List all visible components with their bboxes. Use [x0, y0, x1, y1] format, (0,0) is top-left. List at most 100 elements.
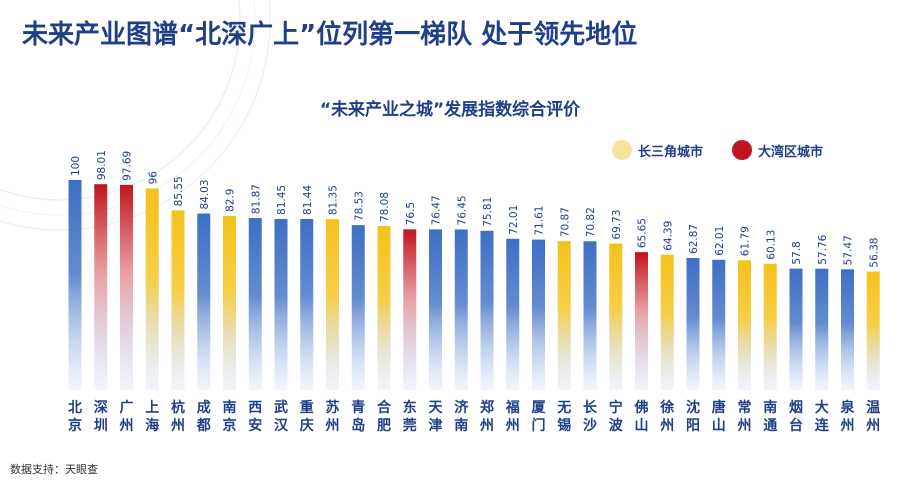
category-label: 苏	[326, 399, 340, 416]
value-label: 61.79	[740, 226, 752, 256]
value-label: 75.81	[482, 197, 494, 227]
value-label: 82.9	[225, 189, 237, 212]
category-label: 州	[325, 418, 340, 434]
category-label: 圳	[94, 418, 108, 434]
value-label: 72.01	[508, 205, 520, 235]
category-label: 济	[454, 399, 469, 416]
value-label: 62.87	[688, 224, 700, 254]
category-label: 州	[737, 418, 752, 434]
value-label: 71.61	[534, 206, 546, 236]
category-label: 长	[583, 399, 598, 416]
value-label: 96	[147, 171, 159, 185]
category-label: 徐	[659, 399, 674, 416]
category-label: 唐	[712, 399, 726, 416]
category-label: 山	[635, 418, 649, 434]
category-label: 通	[763, 418, 777, 434]
bar-长沙	[583, 241, 597, 390]
legend-label: 长三角城市	[638, 144, 704, 160]
bar-济南	[454, 229, 468, 390]
value-label: 57.8	[791, 241, 803, 264]
value-label: 78.53	[353, 191, 365, 221]
value-label: 57.47	[843, 235, 855, 265]
category-label: 沈	[686, 399, 700, 416]
bar-东莞	[403, 229, 417, 390]
value-label: 97.69	[122, 151, 134, 181]
category-label: 锡	[557, 417, 571, 434]
value-label: 81.87	[250, 184, 262, 214]
category-label: 汉	[274, 418, 289, 434]
bar-苏州	[326, 219, 339, 390]
category-label: 肥	[377, 418, 391, 434]
bar-宁波	[609, 243, 623, 390]
value-label: 85.55	[173, 176, 185, 206]
category-label: 京	[68, 417, 82, 434]
legend-dot	[612, 140, 632, 160]
category-label: 州	[479, 418, 494, 434]
legend-label: 大湾区城市	[758, 144, 824, 160]
category-label: 武	[274, 399, 288, 416]
bar-烟台	[789, 268, 803, 390]
value-label: 65.65	[637, 218, 649, 248]
bar-深圳	[94, 184, 108, 390]
value-label: 57.76	[817, 234, 829, 264]
category-label: 厦	[532, 400, 547, 416]
legend-item-bay-area: 大湾区城市	[732, 140, 823, 160]
bar-福州	[506, 238, 520, 390]
category-label: 州	[659, 418, 674, 434]
legend-dot	[732, 140, 752, 160]
bar-大连	[815, 268, 829, 390]
value-label: 81.44	[302, 185, 314, 215]
category-label: 无	[556, 400, 571, 416]
category-label: 京	[223, 417, 237, 434]
value-label: 81.45	[276, 185, 288, 215]
value-label: 78.08	[379, 192, 391, 222]
bar-天津	[429, 229, 442, 390]
value-label: 81.35	[328, 185, 340, 215]
page-title: 未来产业图谱“北深广上”位列第一梯队 处于领先地位	[22, 20, 638, 50]
category-label: 佛	[634, 399, 649, 416]
category-label: 福	[505, 399, 520, 416]
category-label: 烟	[789, 400, 803, 416]
category-label: 庆	[300, 417, 314, 434]
value-label: 84.03	[199, 179, 211, 209]
value-label: 76.45	[456, 195, 468, 225]
category-label: 莞	[403, 417, 417, 434]
bar-成都	[197, 213, 211, 390]
category-label: 重	[300, 399, 314, 416]
bar-温州	[866, 271, 880, 390]
category-label: 沙	[583, 418, 597, 434]
bar-南通	[763, 263, 777, 390]
background-decoration	[0, 0, 241, 201]
bar-常州	[738, 260, 751, 390]
category-label: 南	[763, 399, 777, 416]
category-label: 海	[145, 417, 159, 434]
category-label: 都	[196, 418, 211, 434]
value-label: 60.13	[765, 230, 777, 260]
category-label: 南	[454, 417, 468, 434]
background-decoration	[0, 0, 271, 231]
category-label: 宁	[609, 399, 623, 416]
category-label: 南	[223, 399, 237, 416]
bar-北京	[68, 180, 82, 390]
value-label: 98.01	[96, 150, 108, 180]
category-label: 安	[248, 417, 262, 434]
value-label: 76.5	[405, 202, 417, 225]
value-label: 64.39	[662, 221, 674, 251]
category-label: 门	[532, 417, 546, 434]
bar-唐山	[712, 259, 726, 390]
category-label: 西	[248, 400, 262, 416]
value-label: 69.73	[611, 210, 623, 240]
value-label: 70.87	[559, 207, 571, 237]
category-label: 合	[377, 399, 392, 416]
value-label: 76.47	[431, 195, 443, 225]
bar-重庆	[300, 218, 314, 390]
bar-青岛	[351, 225, 365, 390]
category-label: 台	[789, 417, 803, 434]
data-source: 数据支持：天眼查	[10, 463, 98, 476]
value-label: 70.82	[585, 207, 597, 237]
value-label: 62.01	[714, 226, 726, 256]
category-label: 郑	[480, 399, 494, 416]
category-label: 州	[170, 418, 185, 434]
